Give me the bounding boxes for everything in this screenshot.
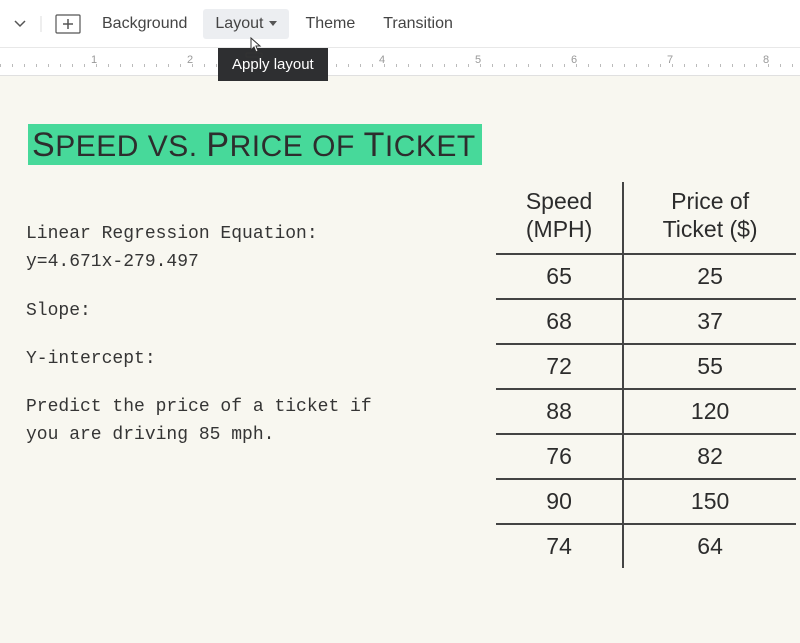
slide-canvas: Speed vs. Price of Ticket Linear Regress… [0,76,800,643]
background-button[interactable]: Background [90,9,199,39]
col1-line1: Price of [671,188,749,214]
table-cell: 64 [623,524,796,568]
table-row: 7682 [496,434,796,479]
table-row: 6525 [496,254,796,299]
table-row: 88120 [496,389,796,434]
table-row: 6837 [496,299,796,344]
text-line: Predict the price of a ticket if [26,395,456,419]
chevron-down-icon [269,21,277,26]
data-table-wrap: Speed (MPH) Price of Ticket ($) 65256837… [496,182,796,568]
layout-tooltip: Apply layout [218,48,328,81]
body-text: Linear Regression Equation: y=4.671x-279… [26,222,456,448]
table-cell: 150 [623,479,796,524]
col1-line2: Ticket ($) [663,216,758,242]
col0-line1: Speed [526,188,593,214]
layout-button[interactable]: Layout [203,9,289,39]
slide-title: Speed vs. Price of Ticket [28,124,482,165]
ruler-number: 7 [667,54,673,66]
add-slide-icon[interactable] [50,12,86,36]
table-cell: 25 [623,254,796,299]
col0-line2: (MPH) [526,216,592,242]
left-column: Linear Regression Equation: y=4.671x-279… [26,196,456,452]
background-label: Background [102,15,187,33]
table-cell: 74 [496,524,623,568]
text-line: Linear Regression Equation: [26,222,456,246]
ruler-marks: 1 2 4 5 6 7 8 [0,48,800,75]
theme-label: Theme [305,15,355,33]
text-line: Y-intercept: [26,347,456,371]
transition-label: Transition [383,15,453,33]
toolbar: Background Layout Theme Transition [0,0,800,48]
text-line: you are driving 85 mph. [26,423,456,447]
table-cell: 120 [623,389,796,434]
table-cell: 65 [496,254,623,299]
table-row: 7255 [496,344,796,389]
table-cell: 90 [496,479,623,524]
table-cell: 37 [623,299,796,344]
transition-button[interactable]: Transition [371,9,465,39]
ruler-number: 1 [91,54,97,66]
ruler-number: 5 [475,54,481,66]
table-cell: 76 [496,434,623,479]
slide-title-text: peed vs. [55,130,206,163]
ruler: 1 2 4 5 6 7 8 [0,48,800,76]
table-cell: 72 [496,344,623,389]
text-line: Slope: [26,299,456,323]
chevron-down-icon[interactable] [8,12,32,36]
text-line: y=4.671x-279.497 [26,250,456,274]
ruler-number: 2 [187,54,193,66]
table-cell: 88 [496,389,623,434]
table-header-row: Speed (MPH) Price of Ticket ($) [496,182,796,254]
table-cell: 82 [623,434,796,479]
table-header: Price of Ticket ($) [623,182,796,254]
data-table: Speed (MPH) Price of Ticket ($) 65256837… [496,182,796,568]
divider-icon [36,12,46,36]
table-body: 652568377255881207682901507464 [496,254,796,568]
table-header: Speed (MPH) [496,182,623,254]
layout-label: Layout [215,15,263,33]
table-cell: 55 [623,344,796,389]
ruler-number: 4 [379,54,385,66]
table-row: 7464 [496,524,796,568]
ruler-number: 8 [763,54,769,66]
table-row: 90150 [496,479,796,524]
cursor-icon [243,36,267,60]
theme-button[interactable]: Theme [293,9,367,39]
ruler-number: 6 [571,54,577,66]
table-cell: 68 [496,299,623,344]
